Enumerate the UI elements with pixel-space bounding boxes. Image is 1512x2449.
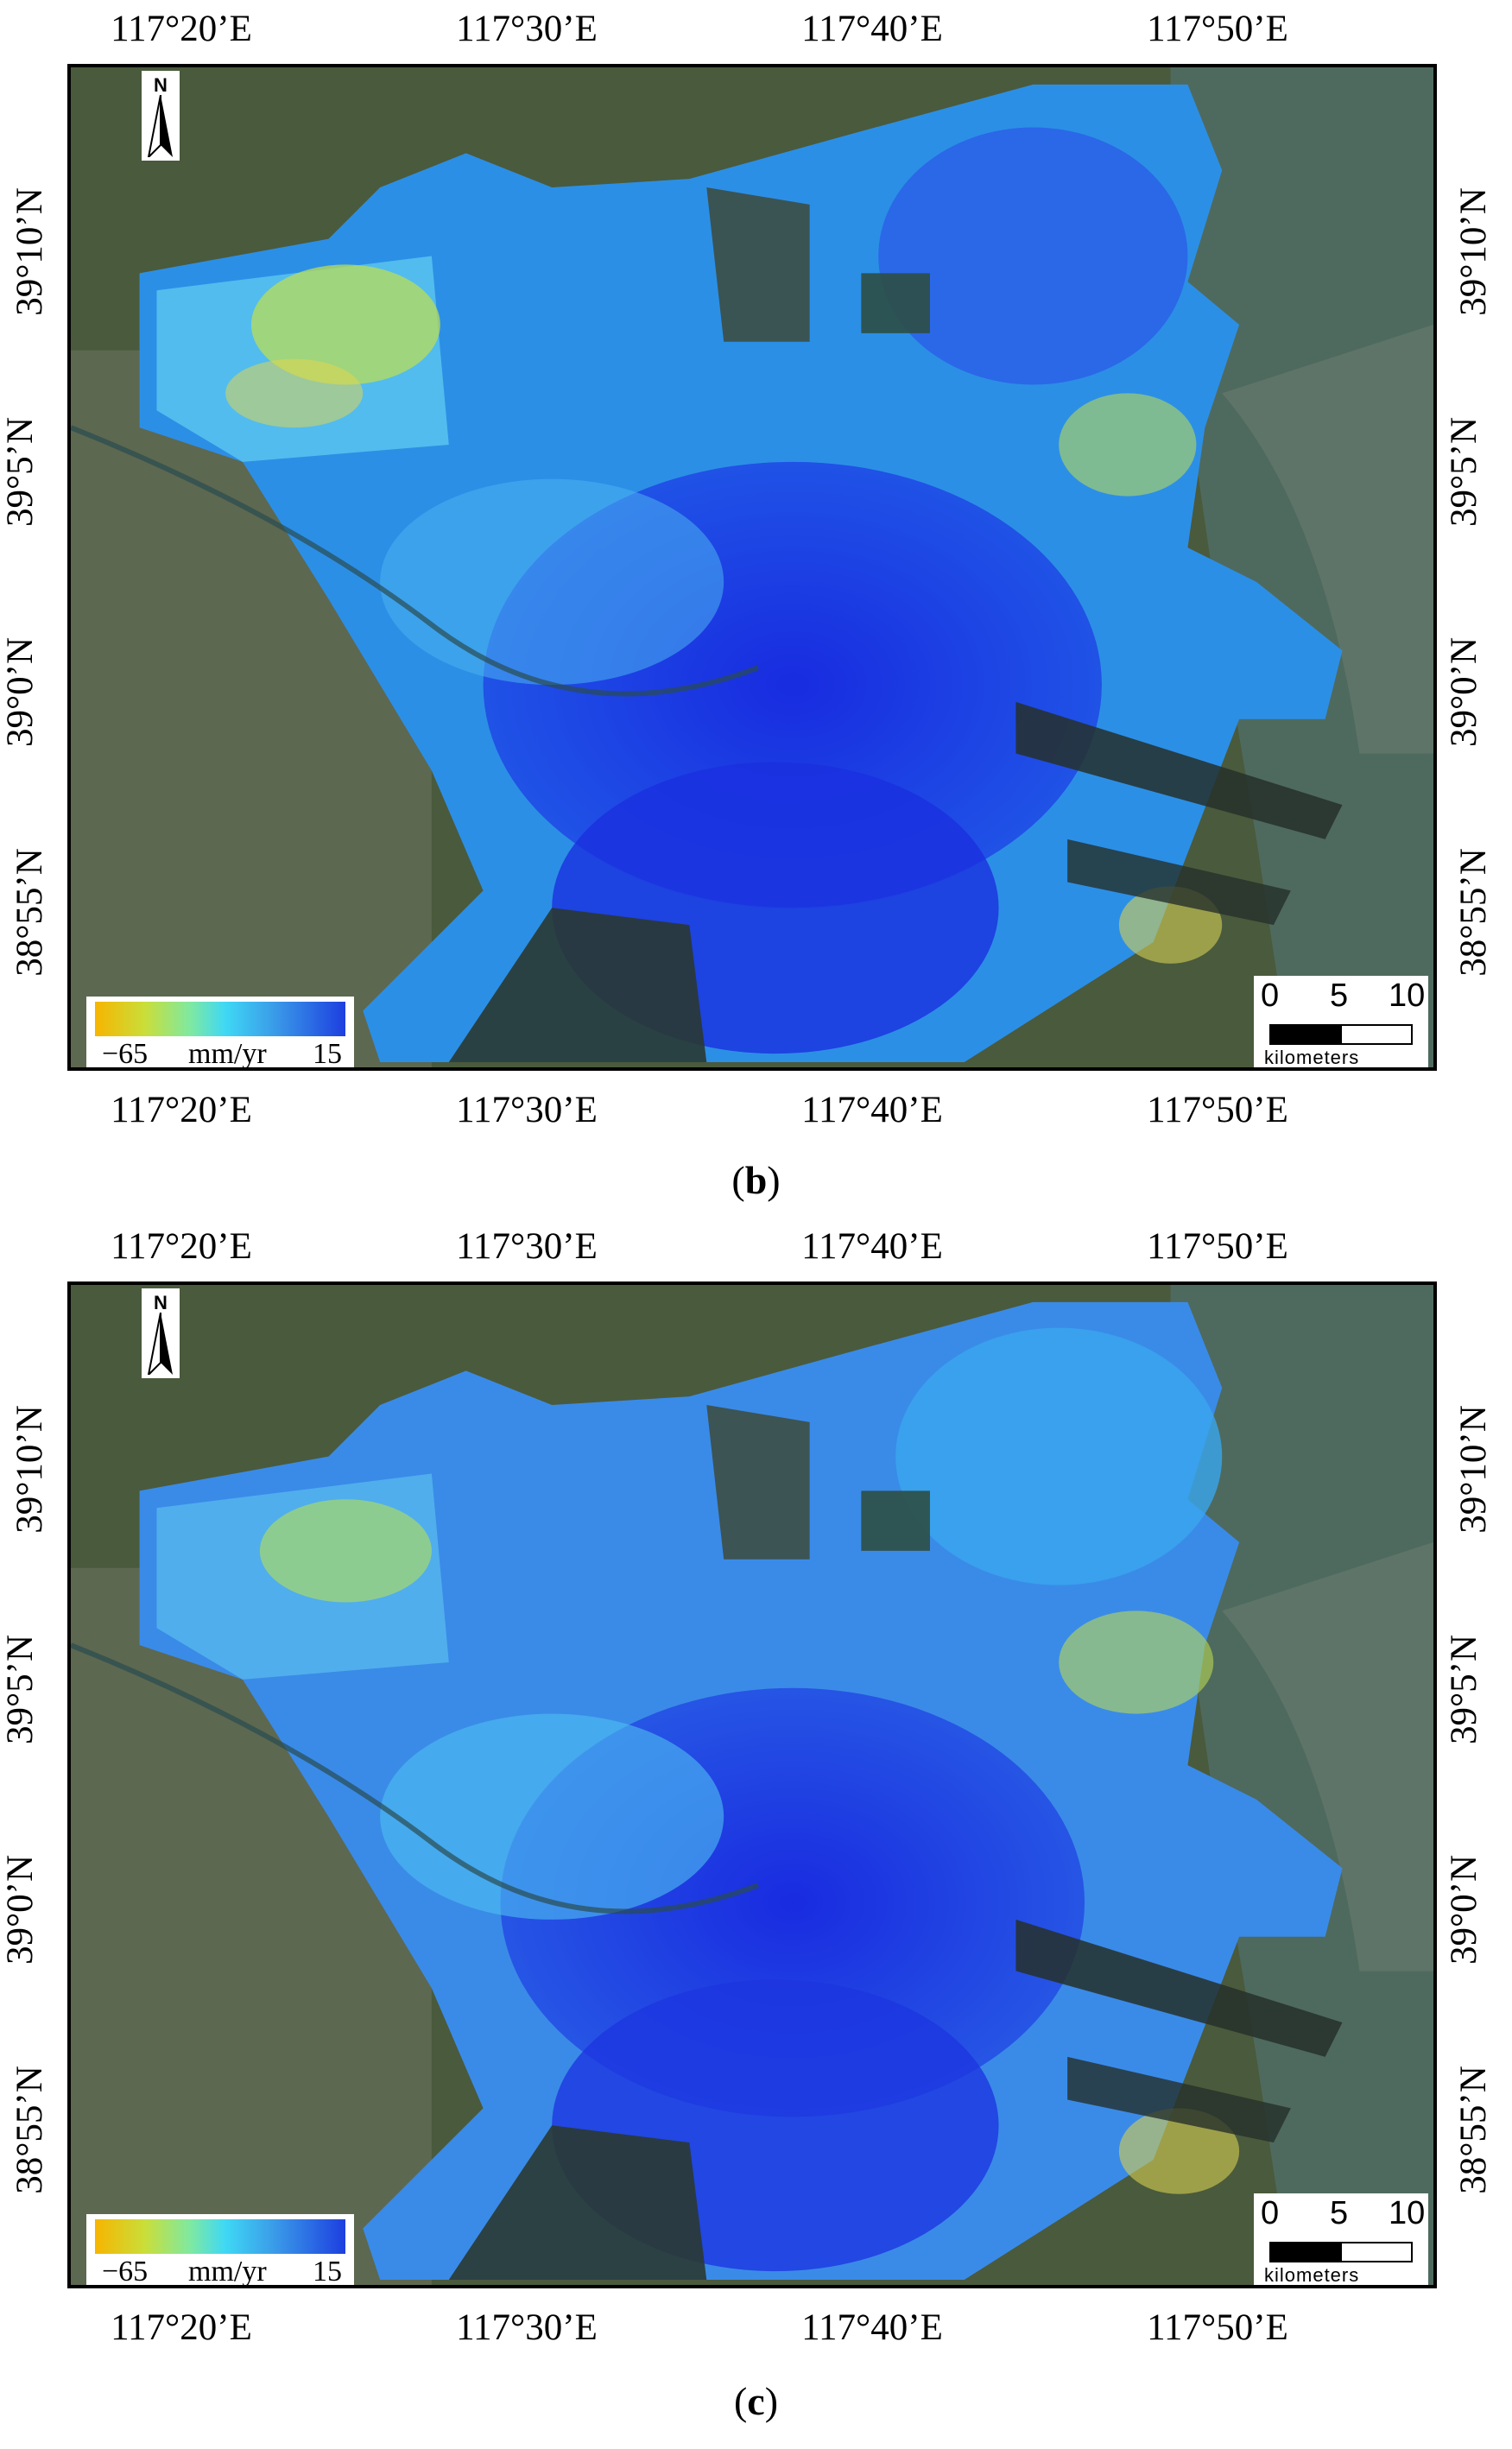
tidal-flat xyxy=(1222,1541,1433,1971)
north-arrow-icon xyxy=(147,95,173,157)
lon-tick-bottom: 117°50’E xyxy=(1147,1090,1288,1130)
scale-label: 5 xyxy=(1330,978,1349,1014)
caption-letter: b xyxy=(744,1158,768,1202)
lat-tick-left: 39°0’N xyxy=(0,1854,41,1965)
lat-tick-left: 39°5’N xyxy=(0,1634,41,1745)
lon-tick-top: 117°40’E xyxy=(801,9,943,49)
lon-tick-bottom: 117°30’E xyxy=(456,2307,598,2348)
lon-tick-top: 117°30’E xyxy=(456,9,598,49)
north-arrow: N xyxy=(142,71,180,161)
lon-tick-bottom: 117°20’E xyxy=(111,1090,252,1130)
lon-tick-top: 117°20’E xyxy=(111,9,252,49)
lon-tick-top: 117°50’E xyxy=(1147,9,1288,49)
lon-tick-bottom: 117°40’E xyxy=(801,2307,943,2348)
lat-tick-left: 39°0’N xyxy=(0,636,41,748)
north-arrow: N xyxy=(142,1288,180,1378)
lat-tick-left: 39°10’N xyxy=(9,187,50,316)
scale-segment-white xyxy=(1340,1024,1413,1045)
map-frame: N −65 mm/yr 15 0 5 10 kilometers xyxy=(67,64,1437,1071)
lon-tick-top: 117°30’E xyxy=(456,1226,598,1267)
lat-tick-right: 39°10’N xyxy=(1452,187,1494,316)
panel-caption: (b) xyxy=(731,1158,781,1202)
velocity-legend: −65 mm/yr 15 xyxy=(86,997,354,1070)
sea-area xyxy=(1170,67,1433,1067)
lat-tick-left: 38°55’N xyxy=(9,2066,50,2194)
legend-unit: mm/yr xyxy=(188,2256,267,2288)
scale-segment-white xyxy=(1340,2242,1413,2262)
lon-tick-bottom: 117°50’E xyxy=(1147,2307,1288,2348)
legend-unit: mm/yr xyxy=(188,1038,267,1070)
scale-label: 0 xyxy=(1261,978,1280,1014)
lon-tick-top: 117°50’E xyxy=(1147,1226,1288,1267)
scale-bar: 0 5 10 kilometers xyxy=(1254,2193,1428,2286)
lat-tick-right: 39°0’N xyxy=(1444,1854,1485,1965)
legend-min: −65 xyxy=(102,1038,149,1070)
lat-tick-right: 39°5’N xyxy=(1444,416,1485,528)
lon-tick-bottom: 117°20’E xyxy=(111,2307,252,2348)
north-label: N xyxy=(154,1292,168,1313)
lat-tick-left: 39°10’N xyxy=(9,1405,50,1534)
map-panel-b: 117°20’E 117°30’E 117°40’E 117°50’E 39°1… xyxy=(0,0,1512,1209)
north-arrow-icon xyxy=(147,1313,173,1375)
lat-tick-right: 38°55’N xyxy=(1452,848,1494,977)
scale-bar: 0 5 10 kilometers xyxy=(1254,976,1428,1068)
lat-tick-right: 39°5’N xyxy=(1444,1634,1485,1745)
scale-segment-black xyxy=(1269,1024,1342,1045)
caption-letter: c xyxy=(747,2379,765,2423)
lat-tick-right: 39°0’N xyxy=(1444,636,1485,748)
deformation-map xyxy=(71,67,1433,1067)
deformation-map xyxy=(71,1285,1433,2285)
lon-tick-bottom: 117°40’E xyxy=(801,1090,943,1130)
scale-label: 0 xyxy=(1261,2195,1280,2231)
scale-unit: kilometers xyxy=(1264,2264,1360,2286)
scale-label: 10 xyxy=(1389,2195,1426,2231)
sea-area xyxy=(1170,1285,1433,2285)
legend-color-ramp xyxy=(95,2219,345,2254)
legend-color-ramp xyxy=(95,1002,345,1036)
lat-tick-right: 38°55’N xyxy=(1452,2066,1494,2194)
scale-label: 5 xyxy=(1330,2195,1349,2231)
velocity-legend: −65 mm/yr 15 xyxy=(86,2214,354,2288)
lat-tick-left: 38°55’N xyxy=(9,848,50,977)
legend-min: −65 xyxy=(102,2256,149,2288)
tidal-flat xyxy=(1222,324,1433,754)
legend-max: 15 xyxy=(313,1038,342,1070)
scale-unit: kilometers xyxy=(1264,1047,1360,1068)
north-label: N xyxy=(154,74,168,96)
lon-tick-bottom: 117°30’E xyxy=(456,1090,598,1130)
legend-max: 15 xyxy=(313,2256,342,2288)
lon-tick-top: 117°40’E xyxy=(801,1226,943,1267)
map-frame: N −65 mm/yr 15 0 5 10 kilometers xyxy=(67,1281,1437,2288)
scale-segment-black xyxy=(1269,2242,1342,2262)
panel-caption: (c) xyxy=(733,2379,779,2423)
lat-tick-right: 39°10’N xyxy=(1452,1405,1494,1534)
lon-tick-top: 117°20’E xyxy=(111,1226,252,1267)
scale-label: 10 xyxy=(1389,978,1426,1014)
lat-tick-left: 39°5’N xyxy=(0,416,41,528)
map-panel-c: 117°20’E 117°30’E 117°40’E 117°50’E 39°1… xyxy=(0,1218,1512,2444)
